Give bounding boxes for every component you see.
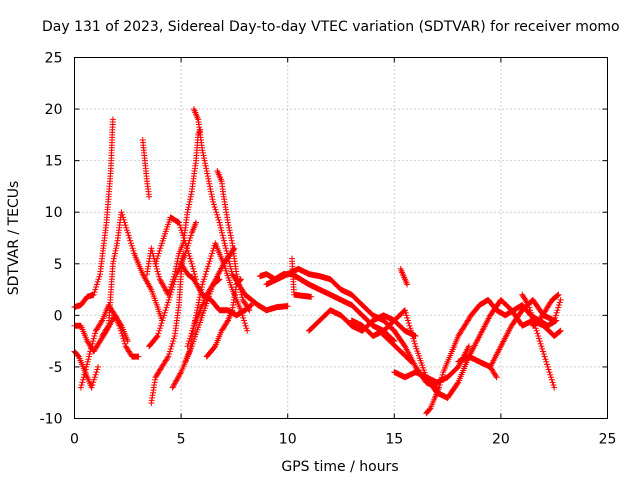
- data-point-markers: [139, 137, 153, 200]
- y-tick-label: 25: [45, 51, 63, 67]
- data-point-markers: [376, 327, 415, 365]
- y-tick-label: -5: [49, 360, 63, 376]
- data-point-markers: [455, 353, 500, 381]
- series-track-aa: [455, 353, 500, 381]
- series-track-f: [139, 137, 153, 200]
- x-tick-label: 10: [279, 432, 297, 448]
- x-tick-label: 20: [492, 432, 510, 448]
- series-track-u: [306, 307, 419, 339]
- series-track-ad: [529, 291, 562, 329]
- y-axis-label: SDTVAR / TECUs: [6, 181, 22, 296]
- x-tick-label: 5: [177, 432, 186, 448]
- data-point-markers: [152, 214, 199, 283]
- data-point-markers: [487, 296, 564, 370]
- data-point-markers: [289, 255, 315, 300]
- series-track-p: [214, 168, 253, 314]
- y-tick-label: 0: [54, 308, 63, 324]
- series-track-ab: [487, 296, 564, 370]
- data-point-markers: [148, 250, 187, 406]
- series-track-ac: [519, 291, 558, 391]
- series-track-j: [152, 214, 199, 283]
- series-track-d: [77, 302, 142, 391]
- y-tick-label: 10: [45, 205, 63, 221]
- series-track-ae: [376, 327, 415, 365]
- data-point-markers: [178, 260, 255, 319]
- data-point-markers: [306, 307, 419, 339]
- data-point-markers: [397, 265, 411, 288]
- series-track-g: [148, 250, 187, 406]
- x-tick-label: 15: [385, 432, 403, 448]
- y-tick-label: 15: [45, 154, 63, 170]
- y-tick-label: 20: [45, 102, 63, 118]
- series-track-q: [178, 260, 255, 319]
- series-track-w: [397, 265, 411, 288]
- y-tick-label: 5: [54, 257, 63, 273]
- data-point-markers: [77, 302, 142, 391]
- series-track-t: [289, 255, 315, 300]
- chart-title: Day 131 of 2023, Sidereal Day-to-day VTE…: [42, 19, 620, 35]
- data-point-markers: [529, 291, 562, 329]
- data-point-markers: [214, 168, 253, 314]
- x-tick-label: 0: [70, 432, 79, 448]
- x-tick-label: 25: [599, 432, 617, 448]
- data-points: [71, 106, 564, 417]
- plot-frame: [74, 57, 608, 419]
- x-axis-label: GPS time / hours: [281, 459, 398, 475]
- axis-ticks: 0 5 10 15 20 25 -10 -5 0 5 10 15 20 25: [40, 51, 617, 448]
- data-point-markers: [519, 291, 558, 391]
- y-tick-label: -10: [40, 412, 63, 428]
